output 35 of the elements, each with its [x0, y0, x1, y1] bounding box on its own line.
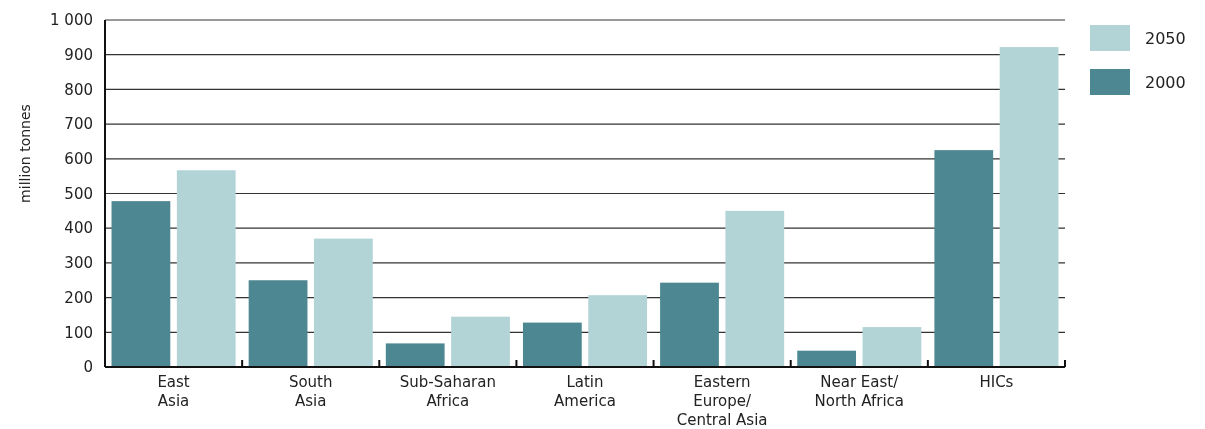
bar	[176, 170, 236, 367]
y-tick-label: 100	[64, 323, 93, 342]
bar	[862, 327, 922, 367]
x-tick-label: South Asia	[288, 373, 333, 410]
bar	[522, 322, 582, 367]
y-tick-label: 900	[64, 45, 93, 64]
y-tick-label: 600	[64, 150, 93, 169]
x-tick-label: East Asia	[157, 373, 190, 410]
x-tick-label: Latin America	[554, 373, 616, 410]
x-tick-label: HICs	[979, 373, 1014, 391]
bar	[111, 201, 171, 367]
bar	[725, 210, 785, 367]
bar	[451, 316, 510, 367]
y-tick-label: 200	[64, 288, 93, 307]
y-axis-title: million tonnes	[17, 104, 33, 203]
y-tick-label: 700	[64, 115, 93, 134]
bar	[934, 150, 994, 367]
y-tick-label: 1 000	[50, 11, 93, 30]
bar	[385, 343, 445, 367]
bar	[588, 295, 648, 367]
y-tick-label: 500	[64, 184, 93, 203]
y-tick-label: 300	[64, 254, 93, 273]
bar	[313, 238, 373, 367]
bar	[248, 280, 308, 367]
y-tick-label: 800	[64, 80, 93, 99]
bar	[660, 282, 719, 367]
x-tick-label: Eastern Europe/ Central Asia	[676, 373, 768, 429]
legend-label: 2050	[1145, 28, 1186, 48]
x-tick-label: Sub-Saharan Africa	[399, 373, 496, 410]
bar	[797, 350, 857, 367]
y-tick-label: 400	[64, 219, 93, 238]
x-tick-label: Near East/ North Africa	[814, 373, 905, 410]
legend-label: 2000	[1145, 72, 1186, 92]
y-tick-label: 0	[83, 358, 93, 377]
bar	[999, 47, 1059, 367]
